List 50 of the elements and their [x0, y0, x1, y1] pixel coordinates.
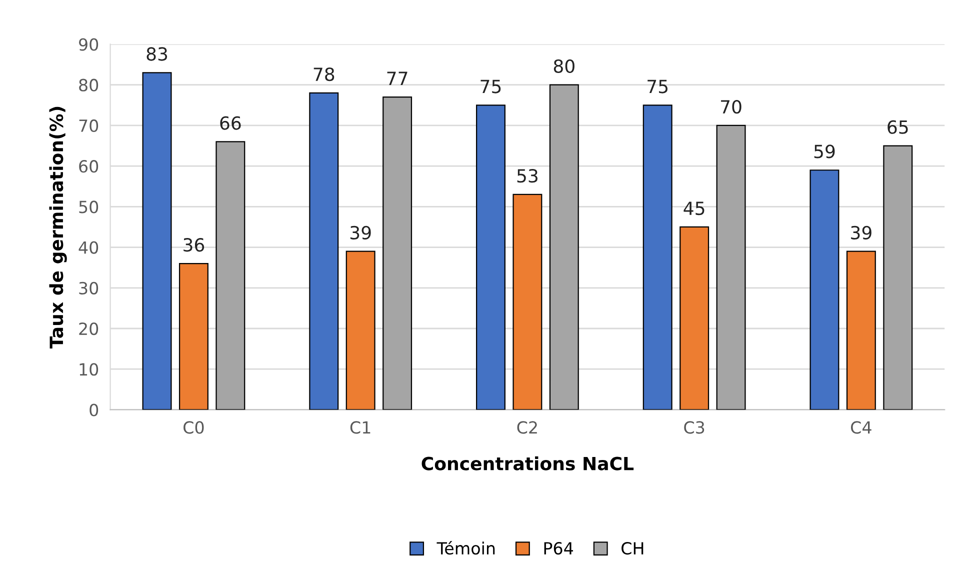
bar	[309, 92, 339, 410]
data-label: 78	[314, 67, 334, 82]
bar	[512, 194, 542, 410]
y-tick-label: 0	[90, 404, 98, 416]
data-label: 77	[387, 72, 408, 85]
data-label: 65	[888, 120, 908, 134]
x-tick-label: C0	[184, 421, 204, 434]
y-tick-label: 80	[79, 78, 98, 92]
data-label: 53	[517, 169, 538, 183]
bar	[476, 104, 506, 410]
y-tick-label: 10	[80, 363, 98, 376]
data-label: 75	[648, 80, 668, 94]
data-label: 80	[554, 59, 574, 74]
legend-label: CH	[622, 542, 644, 555]
bar	[716, 124, 746, 410]
x-tick-label: C4	[850, 421, 872, 434]
bar	[883, 145, 913, 410]
y-tick-label: 40	[78, 241, 98, 254]
bar	[178, 262, 208, 410]
data-label: 59	[814, 144, 835, 158]
y-axis-title: Taux de germination(%)	[49, 106, 67, 348]
legend-label: Témoin	[436, 541, 495, 555]
bar	[810, 170, 840, 410]
y-tick-label: 20	[79, 322, 98, 336]
x-tick-label: C3	[684, 421, 704, 434]
y-tick-label: 90	[79, 38, 98, 51]
data-label: 75	[480, 80, 501, 94]
bar	[680, 226, 710, 410]
data-label: 70	[721, 100, 742, 114]
bar	[382, 96, 412, 410]
x-tick-label: C1	[350, 421, 370, 434]
bar	[216, 141, 246, 410]
bar	[642, 104, 672, 410]
y-tick-label: 50	[79, 200, 98, 214]
data-label: 39	[350, 226, 371, 240]
y-tick-label: 70	[79, 119, 98, 132]
bar	[346, 250, 376, 410]
data-label: 45	[684, 202, 704, 216]
data-label: 39	[851, 226, 872, 240]
bar	[846, 250, 876, 410]
y-tick-label: 30	[79, 282, 98, 294]
x-axis-title: Concentrations NaCL	[422, 456, 634, 470]
x-tick-label: C2	[517, 421, 537, 434]
bar	[142, 72, 172, 410]
bar	[549, 84, 579, 410]
data-label: 83	[146, 47, 168, 61]
data-label: 66	[220, 116, 241, 130]
data-label: 36	[184, 238, 204, 252]
legend-label: P64	[544, 542, 574, 555]
y-tick-label: 60	[79, 160, 98, 173]
